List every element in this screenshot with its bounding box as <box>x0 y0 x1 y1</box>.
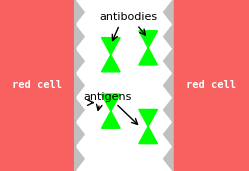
Polygon shape <box>102 111 120 128</box>
Polygon shape <box>102 55 120 72</box>
Polygon shape <box>164 0 173 24</box>
Polygon shape <box>139 127 157 144</box>
Polygon shape <box>139 48 157 65</box>
Polygon shape <box>164 98 173 122</box>
Polygon shape <box>75 0 84 24</box>
Polygon shape <box>75 122 84 147</box>
Polygon shape <box>75 49 84 73</box>
Text: red cell: red cell <box>12 81 62 90</box>
Polygon shape <box>164 147 173 171</box>
Bar <box>0 0 75 171</box>
Polygon shape <box>75 24 84 49</box>
Polygon shape <box>102 94 120 111</box>
Text: antibodies: antibodies <box>99 12 157 22</box>
Polygon shape <box>75 98 84 122</box>
Polygon shape <box>164 49 173 73</box>
Polygon shape <box>75 73 84 98</box>
Polygon shape <box>102 38 120 55</box>
Polygon shape <box>164 24 173 49</box>
Polygon shape <box>139 109 157 127</box>
Polygon shape <box>164 73 173 98</box>
Text: antigens: antigens <box>83 93 131 102</box>
Polygon shape <box>75 147 84 171</box>
Polygon shape <box>164 122 173 147</box>
Bar <box>173 0 249 171</box>
Text: red cell: red cell <box>186 81 236 90</box>
Polygon shape <box>139 31 157 48</box>
